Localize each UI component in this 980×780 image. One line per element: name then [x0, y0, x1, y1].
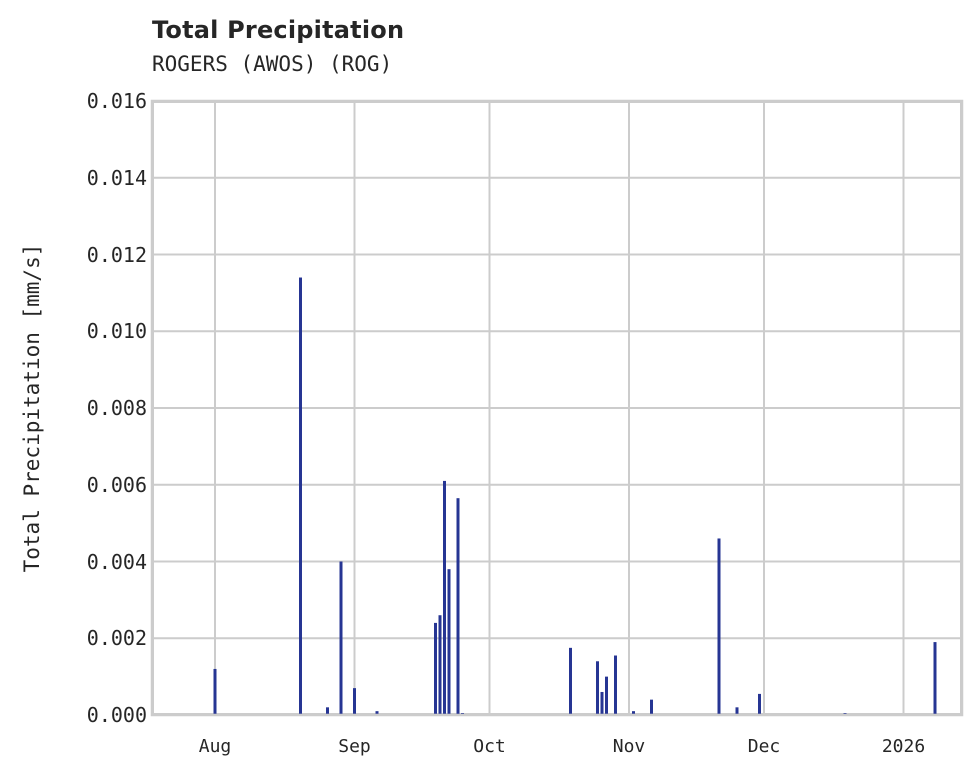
- precip-bar: [438, 615, 442, 715]
- precip-bar: [339, 649, 343, 715]
- precip-bar: [447, 569, 451, 715]
- precip-bar: [600, 691, 604, 715]
- x-tick-label: Aug: [198, 736, 232, 757]
- precip-bar: [299, 277, 302, 715]
- precip-bar: [456, 498, 460, 715]
- precip-bar: [933, 642, 937, 715]
- x-tick-label: 2026: [881, 736, 926, 757]
- x-tick-label: Sep: [338, 736, 371, 757]
- y-tick-label: 0.004: [86, 549, 147, 574]
- x-tick-label: Nov: [612, 736, 646, 757]
- y-tick-label: 0.008: [86, 396, 147, 420]
- x-tick-label: Dec: [747, 736, 781, 757]
- y-tick-label: 0.002: [86, 626, 147, 651]
- plot-frame: [150, 99, 964, 717]
- y-tick-label: 0.016: [86, 89, 147, 113]
- y-tick-label: 0.000: [86, 703, 147, 727]
- precip-bar: [605, 676, 608, 715]
- precip-bar: [596, 661, 599, 715]
- chart-subtitle: ROGERS (AWOS) (ROG): [152, 52, 393, 76]
- y-tick-label: 0.012: [86, 242, 147, 267]
- y-tick-label: 0.006: [86, 472, 147, 497]
- precip-bar: [758, 693, 761, 715]
- precip-bar: [213, 693, 217, 715]
- chart-title: Total Precipitation: [152, 16, 405, 44]
- precip-bar: [443, 546, 446, 715]
- precip-bar: [614, 655, 617, 715]
- precip-bar: [339, 561, 343, 715]
- precip-bar: [650, 699, 653, 715]
- x-tick-label: Oct: [473, 736, 506, 757]
- y-tick-label: 0.010: [86, 319, 147, 344]
- precip-bar: [569, 647, 572, 715]
- precip-bar: [375, 711, 379, 715]
- y-tick-label: 0.014: [86, 165, 147, 190]
- precip-bar: [213, 668, 217, 715]
- precip-bar: [717, 538, 721, 715]
- precip-bar: [632, 711, 635, 715]
- precip-bar: [434, 622, 437, 715]
- precip-bar: [326, 707, 329, 715]
- precip-bar: [735, 707, 739, 715]
- precip-bar: [353, 699, 356, 715]
